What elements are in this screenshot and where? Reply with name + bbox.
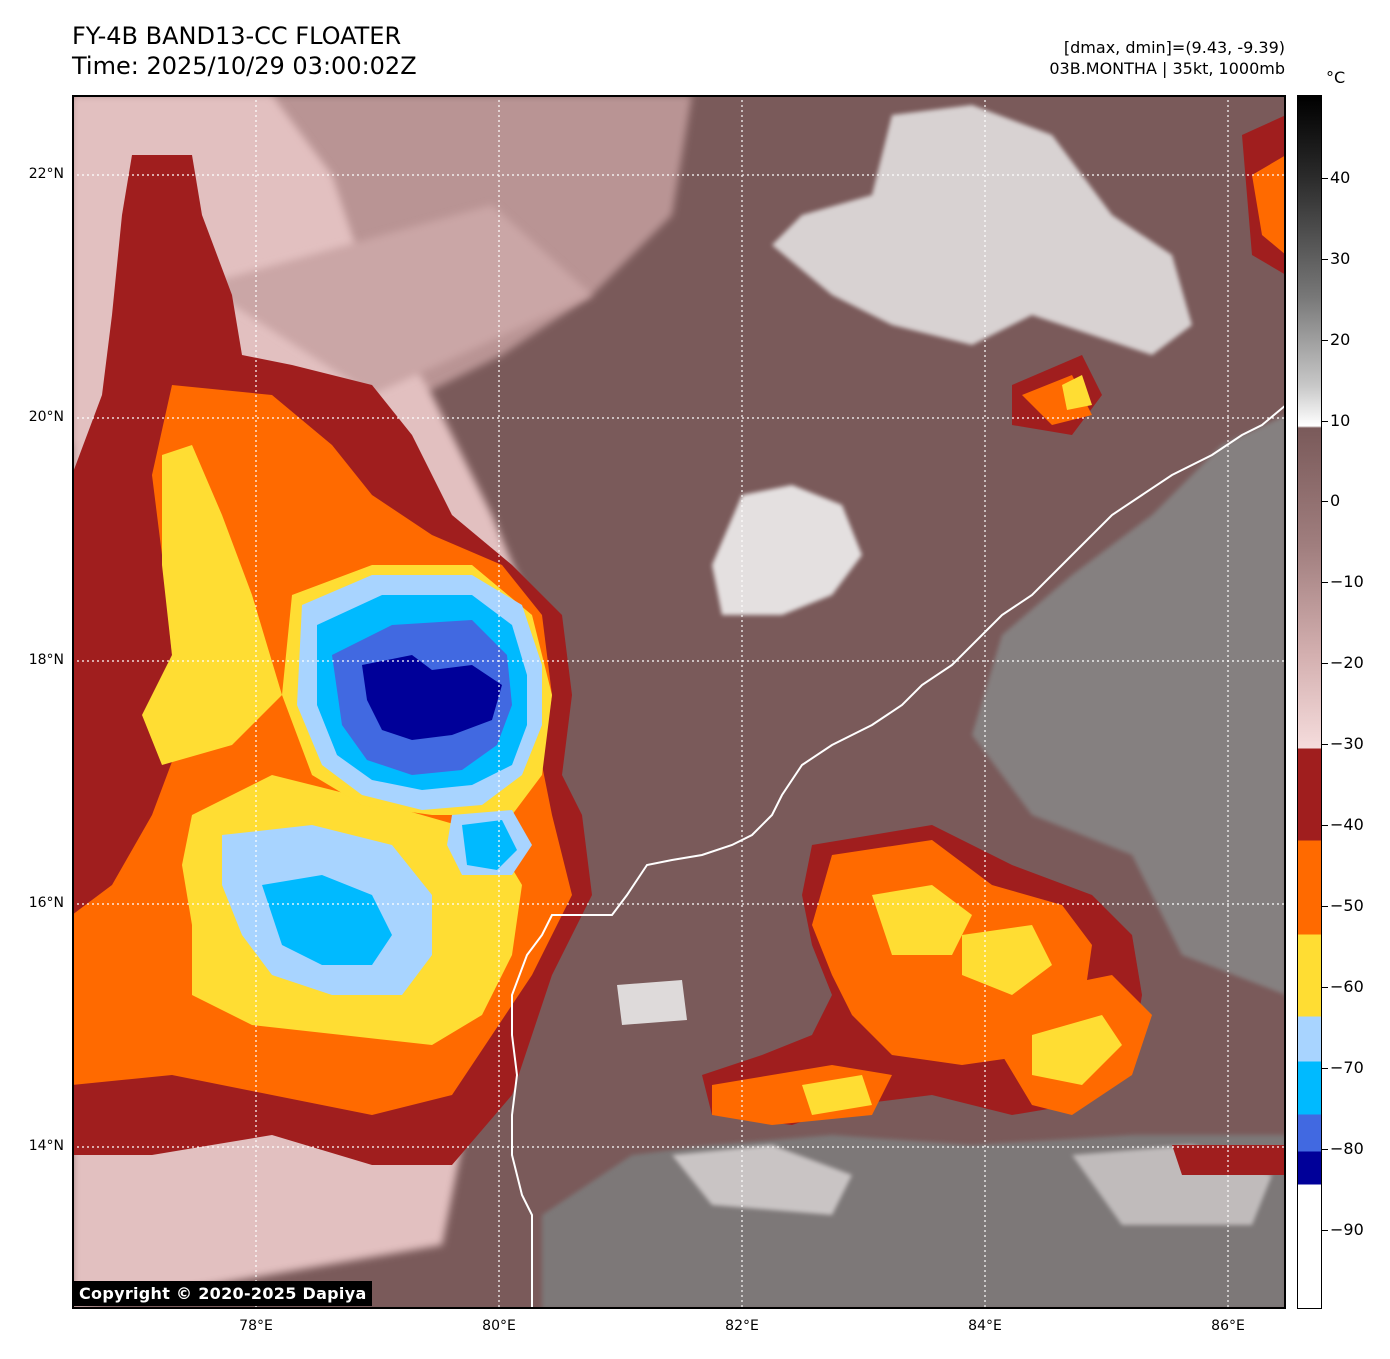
lat-label-22N: 22°N	[28, 166, 64, 182]
map-frame	[72, 95, 1286, 1309]
colorbar-label: 20	[1330, 330, 1351, 349]
copyright-label: Copyright © 2020-2025 Dapiya	[74, 1281, 372, 1306]
cloud-yellow-se2	[962, 925, 1052, 995]
colorbar-label: −30	[1330, 734, 1364, 753]
colorbar-tick	[1322, 825, 1328, 826]
title-line-1: FY-4B BAND13-CC FLOATER	[72, 22, 402, 50]
info-line-1: [dmax, dmin]=(9.43, -9.39)	[1063, 38, 1285, 57]
white-patch-center	[712, 485, 862, 615]
cloud-yellow-sw	[802, 1075, 872, 1115]
cloud-darkred-s	[1172, 1145, 1286, 1175]
lat-label-20N: 20°N	[28, 409, 64, 425]
colorbar-tick	[1322, 259, 1328, 260]
colorbar-tick	[1322, 663, 1328, 664]
colorbar-label: −40	[1330, 815, 1364, 834]
colorbar-tick	[1322, 1068, 1328, 1069]
colorbar-label: 30	[1330, 249, 1351, 268]
colorbar-tick	[1322, 421, 1328, 422]
lat-label-18N: 18°N	[28, 652, 64, 668]
colorbar-label: −60	[1330, 977, 1364, 996]
cloud-yellow-w	[142, 445, 282, 765]
cloud-yellow-se3	[1032, 1015, 1122, 1085]
colorbar-tick	[1322, 744, 1328, 745]
colorbar-label: −20	[1330, 653, 1364, 672]
colorbar-tick	[1322, 1149, 1328, 1150]
cloud-cyan-south	[262, 875, 392, 965]
lon-label-82E: 82°E	[725, 1318, 759, 1334]
colorbar-label: −50	[1330, 896, 1364, 915]
colorbar-label: −10	[1330, 572, 1364, 591]
cloud-navy-core	[362, 655, 502, 740]
grey-ocean-se	[972, 415, 1286, 995]
colorbar-tick	[1322, 582, 1328, 583]
colorbar-label: −80	[1330, 1139, 1364, 1158]
cloud-yellow-se	[872, 885, 972, 955]
colorbar-tick	[1322, 1230, 1328, 1231]
colorbar-label: −70	[1330, 1058, 1364, 1077]
cloud-orange-ne	[1252, 155, 1286, 255]
colorbar	[1297, 95, 1322, 1309]
colorbar-label: 40	[1330, 168, 1351, 187]
cloud-yellow-e	[1062, 375, 1092, 410]
white-patch-ne	[772, 105, 1192, 355]
colorbar-label: 10	[1330, 411, 1351, 430]
colorbar-tick	[1322, 340, 1328, 341]
lon-label-86E: 86°E	[1211, 1318, 1245, 1334]
colorbar-unit: °C	[1326, 68, 1346, 87]
colorbar-tick	[1322, 501, 1328, 502]
lon-label-84E: 84°E	[968, 1318, 1002, 1334]
gridlines	[72, 95, 1286, 1309]
lon-label-78E: 78°E	[239, 1318, 273, 1334]
lon-label-80E: 80°E	[482, 1318, 516, 1334]
white-patch-left	[617, 980, 687, 1025]
colorbar-label: 0	[1330, 491, 1341, 510]
colorbar-tick	[1322, 987, 1328, 988]
title-line-2: Time: 2025/10/29 03:00:02Z	[72, 52, 417, 80]
colorbar-label: −90	[1330, 1220, 1364, 1239]
lat-label-16N: 16°N	[28, 895, 64, 911]
coastline	[511, 404, 1286, 1309]
lat-label-14N: 14°N	[28, 1138, 64, 1154]
pink-streak	[202, 205, 592, 395]
cloud-cyan-small	[462, 820, 517, 870]
satellite-map	[72, 95, 1286, 1309]
light-patch-sw	[672, 1145, 852, 1215]
colorbar-tick	[1322, 178, 1328, 179]
info-line-2: 03B.MONTHA | 35kt, 1000mb	[1049, 59, 1285, 78]
colorbar-tick	[1322, 906, 1328, 907]
